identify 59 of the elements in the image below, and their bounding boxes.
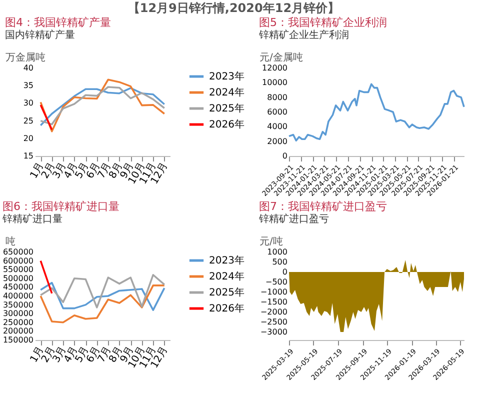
y-tick-label: 500 [272, 258, 288, 266]
y-tick-label: 25 [23, 116, 34, 126]
y-tick-label: 1000 [267, 248, 288, 256]
y-tick-label: 200000 [2, 326, 34, 336]
legend-label: 2023年 [209, 254, 244, 266]
chart-subtitle: 锌精矿进口盈亏 [258, 213, 329, 225]
y-tick-label: 550000 [2, 265, 34, 274]
line-series [40, 274, 166, 308]
legend-label: 2024年 [209, 86, 244, 98]
y-axis-title: 元/吨 [260, 236, 283, 248]
y-axis-title: 万金属吨 [6, 52, 46, 64]
chart-title: 图5：我国锌精矿企业利润 [259, 16, 387, 29]
y-tick-label: 20 [23, 134, 34, 143]
y-tick-label: −1000 [260, 288, 288, 296]
line-series [40, 78, 166, 132]
y-tick-label: 150000 [2, 336, 34, 344]
chart-subtitle: 锌精矿进口量 [1, 213, 62, 225]
y-tick-label: −3000 [260, 328, 288, 336]
y-tick-label: 400000 [2, 292, 34, 300]
chart-subtitle: 锌精矿企业生产利润 [258, 29, 349, 41]
line-series [288, 83, 465, 142]
chart-subtitle: 国内锌精矿产量 [5, 29, 75, 41]
chart-title: 图7：我国锌精矿进口盈亏 [259, 200, 387, 213]
y-tick-label: −2500 [260, 318, 288, 326]
y-tick-label: 30 [23, 98, 34, 108]
chart-title: 图4：我国锌精矿产量 [5, 16, 111, 29]
y-tick-label: 8000 [267, 92, 288, 102]
legend-label: 2025年 [209, 286, 244, 298]
y-tick-label: 600000 [2, 256, 34, 266]
legend-label: 2025年 [209, 102, 244, 114]
legend-label: 2026年 [209, 118, 244, 130]
y-tick-label: 250000 [2, 318, 34, 327]
y-tick-label: 350000 [2, 300, 34, 310]
legend-label: 2026年 [209, 302, 244, 314]
y-tick-label: 500000 [2, 274, 34, 283]
y-tick-label: 4000 [267, 122, 288, 132]
y-tick-label: 10000 [262, 78, 288, 88]
y-tick-label: −2000 [260, 308, 288, 316]
y-tick-label: 12000 [262, 64, 288, 72]
line-series [40, 284, 166, 324]
legend-label: 2023年 [209, 70, 244, 82]
y-tick-label: 2000 [267, 136, 288, 146]
y-axis-title: 元/金属吨 [260, 52, 303, 64]
text: 【12月9日锌行情,2020年12月锌价】 [128, 1, 340, 15]
y-tick-label: −500 [266, 278, 288, 286]
y-tick-label: −1500 [260, 298, 288, 306]
chart-title: 图6：我国锌精矿进口量 [2, 200, 120, 213]
y-tick-label: 300000 [2, 309, 34, 318]
y-tick-label: 35 [23, 81, 34, 90]
legend-label: 2024年 [209, 270, 244, 282]
line-series [40, 282, 166, 311]
y-axis-title: 吨 [6, 236, 16, 248]
y-tick-label: 0 [282, 268, 288, 276]
y-tick-label: 40 [23, 64, 34, 72]
y-tick-label: 0 [282, 152, 288, 160]
y-tick-label: 450000 [2, 282, 34, 292]
y-tick-label: 6000 [267, 108, 288, 116]
y-tick-label: 650000 [2, 248, 34, 256]
y-tick-label: 15 [23, 152, 34, 160]
